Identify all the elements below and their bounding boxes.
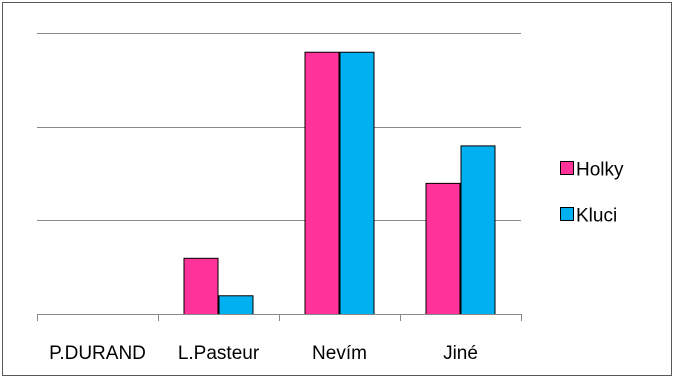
bar-holky-3 [304, 51, 340, 315]
x-tick-label: Jiné [443, 343, 478, 364]
bar-holky-2 [183, 257, 219, 315]
x-tick-label: P.DURAND [49, 343, 146, 364]
bars [183, 51, 496, 315]
bar-kluci-2 [218, 295, 254, 315]
bar-holky-4 [425, 182, 461, 315]
legend-label-kluci: Kluci [576, 206, 617, 227]
legend: Holky Kluci [560, 160, 624, 227]
x-tick-label: Nevím [312, 343, 367, 364]
x-tick-label: L.Pasteur [178, 343, 260, 364]
legend-swatch-holky [560, 161, 574, 175]
bar-kluci-4 [460, 145, 496, 315]
bar-kluci-3 [339, 51, 375, 315]
legend-swatch-kluci [560, 207, 574, 221]
x-axis [37, 314, 522, 321]
x-axis-labels: P.DURAND L.Pasteur Nevím Jiné [49, 343, 478, 364]
legend-label-holky: Holky [576, 160, 624, 181]
